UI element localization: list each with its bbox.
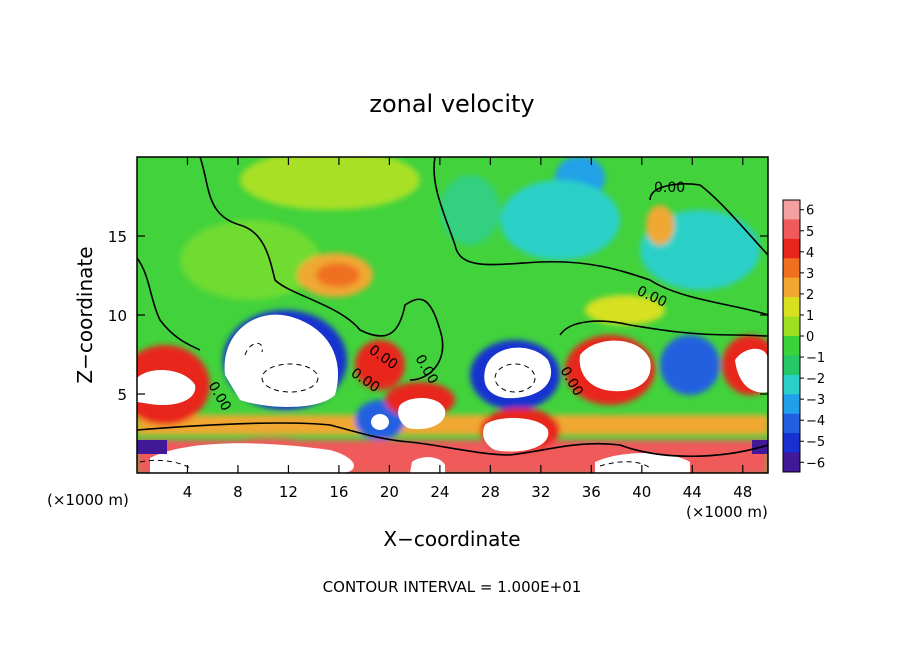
x-tick-label: 24 <box>430 483 449 501</box>
colorbar-swatch <box>783 316 800 337</box>
colorbar-tick-label: −5 <box>806 435 825 450</box>
x-tick-label: 20 <box>380 483 399 501</box>
chart-title: zonal velocity <box>369 90 534 118</box>
colorbar-swatch <box>783 452 800 473</box>
x-tick-label: 8 <box>233 483 243 501</box>
y-tick-label: 15 <box>108 228 127 246</box>
colorbar-swatch <box>783 297 800 318</box>
colorbar-tick-label: 1 <box>806 309 814 324</box>
colorbar-tick-label: 3 <box>806 267 814 282</box>
colorbar-tick-label: −2 <box>806 372 825 387</box>
x-tick-label: 40 <box>632 483 651 501</box>
x-axis: 4 8 12 16 20 24 28 32 36 40 44 48 <box>183 157 752 501</box>
colorbar: 6 5 4 3 2 1 0 −1 −2 −3 −4 −5 −6 <box>782 199 825 473</box>
colorbar-tick-label: 2 <box>806 288 814 303</box>
y-axis: 5 10 15 <box>108 228 768 404</box>
colorbar-tick-label: −1 <box>806 351 825 366</box>
colorbar-tick-label: −6 <box>806 456 825 471</box>
colorbar-tick-label: 0 <box>806 330 814 345</box>
x-tick-label: 16 <box>329 483 348 501</box>
colorbar-swatch <box>783 413 800 434</box>
x-tick-label: 4 <box>183 483 193 501</box>
colorbar-swatch <box>783 433 800 454</box>
colorbar-tick-label: −4 <box>806 414 825 429</box>
contour-label: 0.00 <box>654 180 685 196</box>
x-tick-label: 12 <box>279 483 298 501</box>
colorbar-tick-label: 4 <box>806 246 814 261</box>
colorbar-tick-label: −3 <box>806 393 825 408</box>
y-tick-label: 5 <box>117 386 127 404</box>
colorbar-swatch <box>783 374 800 395</box>
x-tick-label: 36 <box>582 483 601 501</box>
y-axis-label: Z−coordinate <box>73 246 97 383</box>
x-tick-label: 32 <box>531 483 550 501</box>
x-unit-right: (×1000 m) <box>686 503 768 521</box>
colorbar-swatch <box>783 277 800 298</box>
y-tick-label: 10 <box>108 307 127 325</box>
x-unit-left: (×1000 m) <box>47 491 129 509</box>
x-tick-label: 44 <box>683 483 702 501</box>
contour-interval-note: CONTOUR INTERVAL = 1.000E+01 <box>323 578 582 596</box>
colorbar-swatch <box>783 394 800 415</box>
x-tick-label: 28 <box>481 483 500 501</box>
colorbar-swatch <box>783 355 800 376</box>
colorbar-swatch <box>783 219 800 240</box>
colorbar-swatch <box>783 336 800 356</box>
colorbar-tick-label: 5 <box>806 225 814 240</box>
colorbar-swatch <box>783 200 800 220</box>
x-tick-label: 48 <box>733 483 752 501</box>
heatmap-field <box>137 157 768 473</box>
x-axis-label: X−coordinate <box>383 527 520 551</box>
colorbar-tick-label: 6 <box>806 204 814 219</box>
colorbar-swatch <box>783 238 800 259</box>
colorbar-swatch <box>783 258 800 279</box>
